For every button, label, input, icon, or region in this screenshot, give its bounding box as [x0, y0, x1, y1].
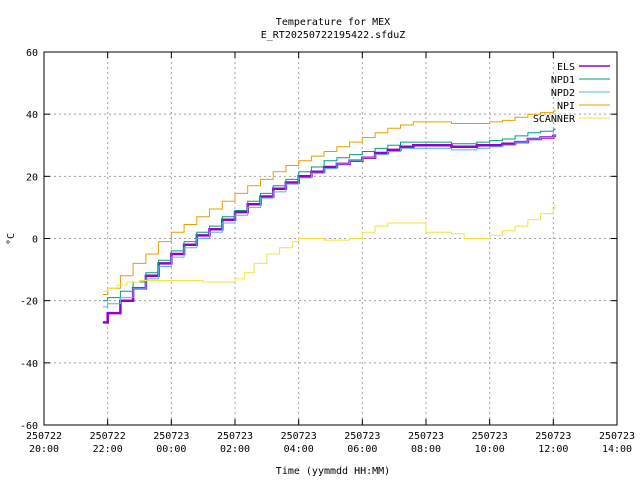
legend-label-npd1: NPD1 — [551, 75, 575, 86]
x-tick-label-time: 20:00 — [29, 444, 59, 455]
y-tick-label: 20 — [26, 172, 38, 183]
x-tick-label-time: 14:00 — [602, 444, 632, 455]
y-tick-label: -60 — [20, 421, 38, 432]
chart-subtitle: E_RT20250722195422.sfduZ — [261, 30, 406, 41]
y-axis-label: °C — [6, 233, 17, 245]
series-lines — [102, 109, 557, 324]
x-tick-label-date: 250723 — [408, 431, 444, 442]
x-tick-label-date: 250722 — [90, 431, 126, 442]
x-tick-label-date: 250723 — [599, 431, 635, 442]
x-tick-label-time: 04:00 — [284, 444, 314, 455]
x-tick-label-time: 02:00 — [220, 444, 250, 455]
x-tick-label-date: 250723 — [217, 431, 253, 442]
series-line-npd1 — [102, 128, 556, 302]
axis-ticks: -60 -40 -20 0 20 40 60 250722 20:00 250722 22:00 25… — [20, 48, 635, 455]
x-tick-label-date: 250722 — [26, 431, 62, 442]
series-line-npd2 — [102, 134, 556, 308]
y-tick-label: 40 — [26, 110, 38, 121]
legend: ELS NPD1 NPD2 NPI SCANNER — [533, 62, 610, 125]
legend-label-npd2: NPD2 — [551, 88, 575, 99]
x-tick-label-date: 250723 — [535, 431, 571, 442]
x-tick-label-date: 250723 — [153, 431, 189, 442]
x-tick-label-time: 08:00 — [411, 444, 441, 455]
series-line-els — [102, 134, 557, 324]
series-line-npi — [102, 109, 556, 295]
legend-label-npi: NPI — [557, 101, 575, 112]
x-axis-label: Time (yymmdd HH:MM) — [276, 466, 390, 477]
x-tick-label-time: 00:00 — [156, 444, 186, 455]
legend-label-scanner: SCANNER — [533, 114, 576, 125]
series-line-scanner — [102, 204, 556, 292]
legend-label-els: ELS — [557, 62, 575, 73]
y-tick-label: 60 — [26, 48, 38, 59]
y-tick-label: -40 — [20, 359, 38, 370]
x-tick-label-time: 22:00 — [93, 444, 123, 455]
grid-lines — [44, 52, 617, 425]
y-tick-label: 0 — [32, 235, 38, 246]
x-tick-label-time: 06:00 — [347, 444, 377, 455]
x-tick-label-time: 10:00 — [475, 444, 505, 455]
x-tick-label-date: 250723 — [472, 431, 508, 442]
y-tick-label: -20 — [20, 297, 38, 308]
chart-title: Temperature for MEX — [276, 17, 390, 28]
x-tick-label-date: 250723 — [344, 431, 380, 442]
x-tick-label-date: 250723 — [281, 431, 317, 442]
x-tick-label-time: 12:00 — [538, 444, 568, 455]
